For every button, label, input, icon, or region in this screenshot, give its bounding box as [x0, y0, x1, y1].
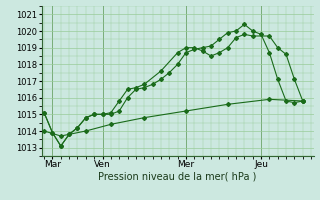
- X-axis label: Pression niveau de la mer( hPa ): Pression niveau de la mer( hPa ): [99, 172, 257, 182]
